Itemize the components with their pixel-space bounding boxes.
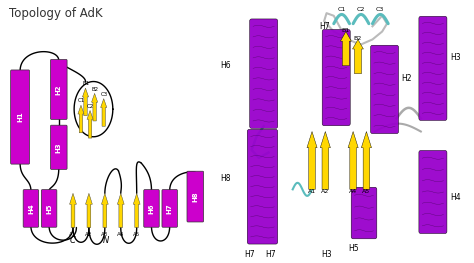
Text: C3: C3 [376,7,384,12]
FancyArrow shape [118,193,124,227]
Text: B2: B2 [354,36,362,41]
Text: A5: A5 [133,232,140,237]
Text: H8: H8 [192,191,198,202]
Text: H7: H7 [265,250,276,259]
FancyArrow shape [320,132,330,189]
Text: H7: H7 [167,203,173,214]
FancyBboxPatch shape [187,171,204,222]
FancyArrow shape [361,132,372,189]
Text: A2: A2 [321,189,329,194]
FancyArrow shape [348,132,358,189]
Text: C: C [69,236,75,245]
Text: H5: H5 [348,244,358,253]
Text: H7: H7 [319,22,329,31]
FancyBboxPatch shape [419,16,447,120]
Text: H3: H3 [450,53,460,62]
Text: H2: H2 [56,84,62,95]
FancyArrow shape [307,132,317,189]
Text: A4: A4 [349,189,357,194]
FancyArrow shape [101,193,108,227]
Text: H3: H3 [321,250,332,259]
FancyBboxPatch shape [371,45,399,134]
Text: N: N [102,236,109,245]
Text: A4: A4 [117,232,124,237]
Text: B2: B2 [91,87,99,92]
Text: A1: A1 [69,232,77,237]
Text: A3: A3 [101,232,109,237]
FancyArrow shape [87,110,93,138]
Text: H4: H4 [28,203,34,214]
FancyBboxPatch shape [144,190,159,227]
Text: C3: C3 [100,92,108,97]
FancyBboxPatch shape [23,190,39,227]
FancyBboxPatch shape [41,190,57,227]
Text: H7: H7 [244,250,255,259]
Text: H6: H6 [148,203,155,214]
FancyArrow shape [340,32,351,66]
FancyBboxPatch shape [250,19,278,128]
FancyArrow shape [78,105,84,133]
FancyBboxPatch shape [247,129,278,244]
FancyBboxPatch shape [419,150,447,234]
FancyArrow shape [353,39,364,74]
Text: Topology of AdK: Topology of AdK [9,7,103,19]
Text: A5: A5 [362,189,371,194]
Text: H3: H3 [56,142,62,153]
FancyArrow shape [70,193,76,227]
FancyBboxPatch shape [50,125,67,169]
Text: H6: H6 [220,61,231,70]
Text: H8: H8 [220,174,231,183]
Text: C1: C1 [337,7,346,12]
FancyBboxPatch shape [50,59,67,119]
Text: B1: B1 [82,81,90,86]
FancyArrow shape [100,99,107,126]
Text: H2: H2 [401,74,412,83]
FancyArrow shape [85,193,92,227]
Text: A2: A2 [85,232,92,237]
Text: H5: H5 [46,203,52,214]
Text: B1: B1 [342,28,350,33]
Text: C2: C2 [356,7,365,12]
FancyBboxPatch shape [322,29,350,126]
FancyBboxPatch shape [10,70,29,164]
FancyBboxPatch shape [162,190,177,227]
FancyBboxPatch shape [351,187,377,239]
Text: H1: H1 [17,112,23,122]
FancyArrow shape [133,193,140,227]
FancyArrow shape [82,88,89,116]
Text: C1: C1 [78,98,85,103]
Text: A1: A1 [308,189,316,194]
FancyArrow shape [91,93,98,121]
Text: H4: H4 [450,193,460,202]
Text: C2: C2 [87,104,94,109]
